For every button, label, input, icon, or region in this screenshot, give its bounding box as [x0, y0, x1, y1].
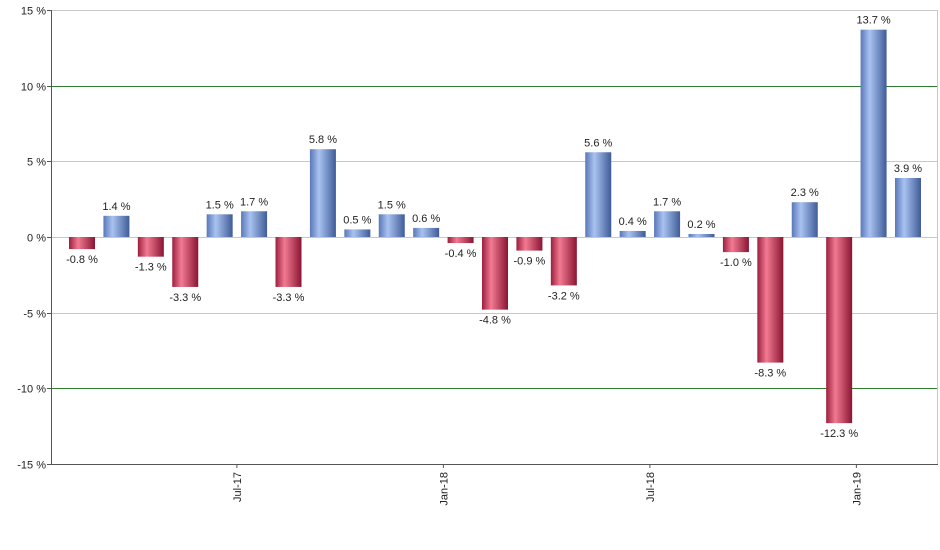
- data-label: -12.3 %: [820, 428, 858, 440]
- data-label: -0.4 %: [445, 248, 477, 260]
- x-tick-label: Jan-19: [851, 472, 863, 506]
- data-label: 1.5 %: [378, 199, 406, 211]
- bar: [585, 152, 612, 237]
- x-tick-label: Jul-17: [232, 472, 244, 502]
- x-tick-label: Jul-18: [645, 472, 657, 502]
- y-tick-label: -15 %: [17, 460, 46, 472]
- bar: [516, 237, 543, 251]
- data-label: -3.3 %: [169, 292, 201, 304]
- bar: [241, 211, 268, 237]
- data-label: -1.0 %: [720, 257, 752, 269]
- data-label: 5.6 %: [584, 137, 612, 149]
- y-tick-label: -10 %: [17, 384, 46, 396]
- bar: [137, 237, 164, 257]
- data-label: -1.3 %: [135, 262, 167, 274]
- bar: [722, 237, 749, 253]
- data-label: 1.7 %: [653, 196, 681, 208]
- data-label: -3.3 %: [273, 292, 305, 304]
- bars: [69, 29, 921, 424]
- bar: [69, 237, 95, 250]
- bar: [791, 202, 818, 237]
- data-label: 2.3 %: [791, 187, 819, 199]
- data-label: 0.6 %: [412, 213, 440, 225]
- bar: [826, 237, 853, 424]
- data-label: 5.8 %: [309, 134, 337, 146]
- bar: [619, 230, 646, 237]
- bar: [860, 29, 887, 237]
- bar: [103, 215, 130, 237]
- data-label: 13.7 %: [856, 15, 890, 27]
- data-label: -0.9 %: [514, 256, 546, 268]
- data-label: 1.5 %: [206, 199, 234, 211]
- bar: [413, 227, 440, 237]
- bar: [309, 149, 336, 237]
- y-tick-label: -5 %: [23, 309, 46, 321]
- data-label: -3.2 %: [548, 290, 580, 302]
- data-label: -8.3 %: [754, 368, 786, 380]
- data-label: -4.8 %: [479, 315, 511, 327]
- bar: [688, 233, 715, 237]
- bar: [654, 211, 681, 237]
- bar: [550, 237, 577, 286]
- y-tick-label: 15 %: [21, 6, 46, 18]
- y-tick-label: 0 %: [27, 233, 46, 245]
- bar: [172, 237, 199, 287]
- y-tick-label: 10 %: [21, 82, 46, 94]
- axes: 15 % 10 % 5 % 0 % -5 % -10 % -15 % Jul-17 Jan-18…: [17, 6, 938, 506]
- bar: [344, 229, 371, 237]
- data-label: 1.4 %: [102, 201, 130, 213]
- data-label: 3.9 %: [894, 163, 922, 175]
- data-label: 1.7 %: [240, 196, 268, 208]
- y-tick-label: 5 %: [27, 157, 46, 169]
- bar: [206, 214, 233, 237]
- bar: [447, 237, 474, 244]
- bar: [482, 237, 508, 310]
- bar: [378, 214, 405, 237]
- bar: [275, 237, 302, 287]
- x-tick-label: Jan-18: [438, 472, 450, 506]
- data-label: 0.2 %: [687, 219, 715, 231]
- data-label: 0.5 %: [343, 214, 371, 226]
- data-label: -0.8 %: [66, 254, 98, 266]
- bar: [895, 177, 921, 237]
- data-labels: -0.8 % 1.4 % -1.3 % -3.3 % 1.5 % 1.7 % -3.3 % 5…: [66, 15, 922, 440]
- bar: [757, 237, 784, 363]
- data-label: 0.4 %: [619, 216, 647, 228]
